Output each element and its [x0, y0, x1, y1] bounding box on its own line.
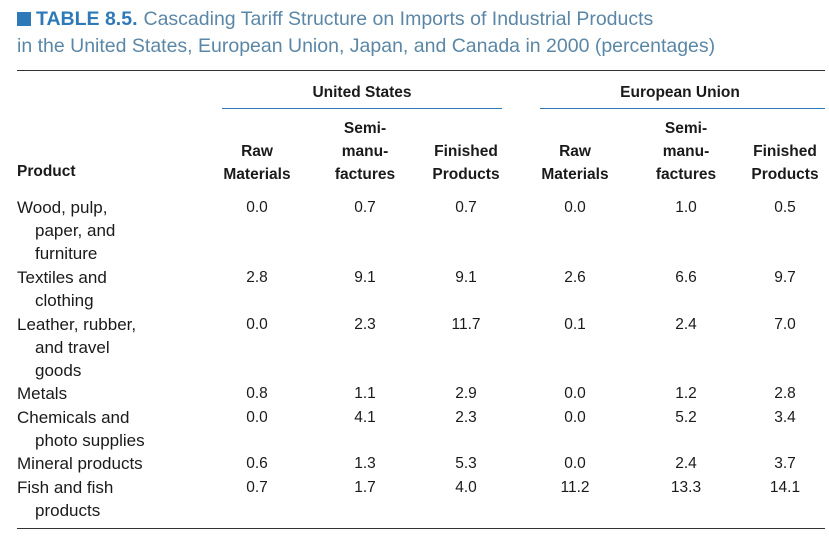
product-name-line: Fish and fish — [17, 477, 114, 497]
table-cell: 2.9 — [455, 385, 477, 403]
column-header-line: factures — [655, 166, 717, 183]
table-cell: 0.7 — [354, 199, 376, 216]
column-header: Raw Materials — [207, 140, 307, 186]
table-cell: 1.2 — [675, 385, 697, 403]
table-cell: 0.5 — [774, 199, 796, 216]
product-name-line: Chemicals and — [17, 407, 130, 427]
table-cell: 1.7 — [354, 478, 376, 496]
row-product-name: Chemicals and photo supplies — [17, 406, 145, 452]
product-name-line: furniture — [35, 244, 98, 263]
column-header-line: Products — [432, 166, 500, 183]
table-cell: 0.6 — [246, 455, 268, 473]
table-cell: 3.4 — [774, 408, 796, 426]
table-cell: 0.0 — [246, 199, 268, 216]
table-cell: 2.4 — [675, 455, 697, 473]
table-cell: 2.4 — [675, 315, 697, 333]
product-name-line: and travel — [35, 337, 110, 357]
table-caption: TABLE 8.5. Cascading Tariff Structure on … — [17, 6, 817, 60]
table-cell: 9.1 — [354, 268, 376, 286]
blue-square-icon — [17, 12, 31, 26]
group-rule-us — [222, 108, 502, 109]
table-cell: 0.0 — [564, 408, 586, 426]
table-cell: 0.7 — [455, 199, 477, 216]
table-cell: 1.1 — [354, 385, 376, 403]
table-cell: 9.7 — [774, 268, 796, 286]
row-product-name: Metals — [17, 382, 67, 405]
product-header: Product — [17, 163, 76, 180]
table-cell: 13.3 — [670, 478, 702, 496]
table-cell: 0.0 — [564, 455, 586, 473]
column-header: Semi-manu-factures — [315, 117, 415, 186]
table-cell: 2.8 — [774, 385, 796, 403]
table-cell: 11.2 — [560, 478, 590, 496]
column-header: Semi-manu-factures — [636, 117, 736, 186]
table-cell: 5.2 — [675, 408, 697, 426]
row-product-name: Wood, pulp, paper, and furniture — [17, 196, 115, 265]
column-header-line: manu- — [341, 143, 389, 160]
table-cell: 3.7 — [774, 455, 796, 473]
table-cell: 2.3 — [455, 408, 477, 426]
table-cell: 7.0 — [774, 315, 796, 333]
group-header-us: United States — [312, 84, 412, 101]
column-header-line: Raw — [241, 143, 273, 160]
product-name-line: Textiles and — [17, 267, 107, 287]
product-name-line: paper, and — [35, 221, 116, 240]
product-name-line: products — [35, 500, 101, 520]
table-cell: 6.6 — [675, 268, 697, 286]
product-name-line: photo supplies — [35, 430, 145, 450]
column-header-line: manu- — [662, 143, 710, 160]
column-header-line: Materials — [541, 166, 609, 183]
row-product-name: Mineral products — [17, 452, 143, 475]
table-number: TABLE 8.5. — [36, 8, 138, 30]
row-product-name: Textiles and clothing — [17, 266, 107, 312]
product-name-line: clothing — [35, 290, 94, 310]
table-cell: 5.3 — [455, 455, 477, 473]
table-cell: 9.1 — [455, 268, 477, 286]
table-cell: 2.6 — [564, 268, 586, 286]
table-cell: 0.1 — [564, 315, 586, 333]
row-product-name: Leather, rubber, and travel goods — [17, 313, 136, 382]
table-cell: 1.3 — [354, 455, 376, 473]
column-header-line: Semi- — [664, 120, 708, 137]
product-name-line: Wood, pulp, — [17, 198, 108, 217]
column-header: Finished Products — [735, 140, 829, 186]
table-cell: 4.0 — [455, 478, 477, 496]
caption-title-1: Cascading Tariff Structure on Imports of… — [143, 8, 654, 30]
table-cell: 0.0 — [246, 315, 268, 333]
bottom-rule — [17, 528, 825, 529]
column-header: Raw Materials — [525, 140, 625, 186]
column-header-line: Finished — [434, 143, 498, 160]
product-name-line: Mineral products — [17, 454, 143, 474]
table-cell: 2.3 — [354, 315, 376, 333]
caption-line-2: in the United States, European Union, Ja… — [17, 35, 716, 57]
table-cell: 14.1 — [769, 478, 801, 496]
table-cell: 0.0 — [246, 408, 268, 426]
table-cell: 0.8 — [246, 385, 268, 403]
column-header-line: Products — [751, 166, 819, 183]
product-name-line: goods — [35, 360, 82, 380]
table-cell: 11.7 — [451, 315, 481, 333]
column-header-line: factures — [334, 166, 396, 183]
column-header-line: Raw — [559, 143, 591, 160]
table-cell: 4.1 — [354, 408, 376, 426]
column-header: Finished Products — [416, 140, 516, 186]
top-rule — [17, 70, 825, 71]
column-header-line: Semi- — [343, 120, 387, 137]
product-name-line: Metals — [17, 384, 68, 404]
table-cell: 0.7 — [246, 478, 268, 496]
row-product-name: Fish and fish products — [17, 476, 113, 522]
table-cell: 0.0 — [564, 385, 586, 403]
group-header-eu: European Union — [620, 84, 740, 101]
group-rule-eu — [540, 108, 825, 109]
table-cell: 0.0 — [564, 199, 586, 216]
product-name-line: Leather, rubber, — [17, 314, 137, 334]
column-header-line: Finished — [753, 143, 817, 160]
table-cell: 1.0 — [675, 199, 697, 216]
column-header-line: Materials — [223, 166, 291, 183]
caption-line-1: TABLE 8.5. Cascading Tariff Structure on … — [17, 6, 817, 33]
table-cell: 2.8 — [246, 268, 268, 286]
